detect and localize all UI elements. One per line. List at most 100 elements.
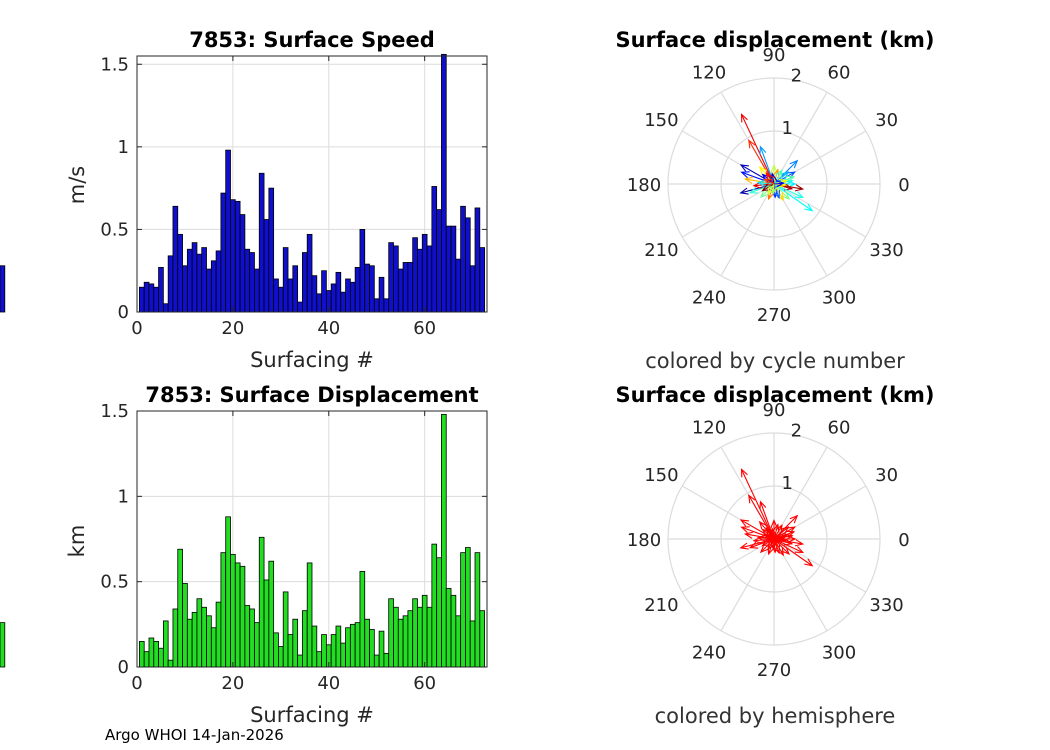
angle-label: 270 [757, 660, 791, 681]
angle-label: 330 [869, 595, 903, 616]
bar [225, 516, 231, 668]
arrow-head [804, 558, 814, 567]
bar [191, 611, 198, 668]
arrow-head [759, 189, 769, 199]
bar [388, 598, 394, 668]
bar [402, 615, 409, 668]
bar [302, 610, 308, 668]
arrow-head [770, 185, 778, 195]
arrow-head [770, 519, 778, 529]
bar [345, 278, 351, 313]
bar [436, 209, 442, 313]
bar [206, 615, 212, 668]
bar [282, 247, 289, 313]
bar [465, 547, 471, 668]
displacement-arrow [765, 527, 775, 540]
angle-label: 60 [828, 417, 851, 438]
bar [138, 286, 145, 313]
bar [321, 270, 327, 313]
arrow-head [781, 191, 790, 200]
radius-label: 1 [781, 118, 792, 139]
x-tick-label: 20 [221, 673, 244, 694]
speed-chart-title: 7853: Surface Speed [189, 28, 435, 52]
arrow-head [785, 530, 796, 538]
polar-plot-cycle: Surface displacement (km) colored by cyc… [615, 28, 934, 373]
bar [249, 608, 255, 668]
arrow-head [759, 145, 767, 155]
bar [239, 565, 246, 668]
bar [201, 247, 207, 313]
angle-label: 180 [627, 530, 661, 551]
displacement-arrow [741, 114, 775, 185]
speed-bar-chart: 7853: Surface Speed Surfacing # m/s 0 20 4… [0, 28, 488, 372]
bar [158, 267, 164, 313]
displacement-arrow [767, 538, 775, 550]
displacement-y-axis-label: km [65, 525, 89, 558]
bar [349, 623, 356, 668]
bar [167, 659, 174, 668]
arrow-head [756, 179, 766, 187]
bar [330, 283, 337, 313]
arrow-head [772, 168, 780, 178]
polar-plot-hemisphere: Surface displacement (km) colored by hem… [615, 383, 934, 728]
bar [172, 608, 179, 668]
displacement-arrow [771, 173, 775, 185]
bar [311, 275, 318, 313]
polar-spoke [681, 183, 775, 238]
bar [153, 286, 159, 313]
bar [455, 258, 462, 313]
arrow-head [758, 520, 768, 530]
bar [345, 627, 351, 668]
bar [234, 562, 241, 668]
displacement-arrow [764, 534, 775, 540]
bar [465, 217, 471, 313]
bar [450, 225, 457, 313]
bar [143, 281, 150, 313]
bar [335, 625, 342, 668]
bar [469, 265, 476, 313]
y-tick-label: 0 [118, 657, 129, 678]
bar [441, 53, 447, 313]
displacement-arrow [773, 524, 779, 540]
bar [407, 610, 414, 668]
bar [273, 632, 279, 668]
radius-label: 2 [791, 66, 802, 87]
axes-box [136, 410, 488, 668]
bar [378, 276, 385, 313]
polar-spoke [773, 91, 828, 185]
angle-label: 0 [898, 175, 909, 196]
polar-spoke [773, 183, 867, 238]
displacement-bar-chart: 7853: Surface Displacement Surfacing # k… [0, 383, 488, 727]
bar [230, 199, 236, 313]
polar-spoke [773, 538, 867, 593]
arrow-head [794, 546, 805, 554]
arrow-head [789, 514, 799, 524]
bar [393, 245, 399, 313]
arrow-head [770, 540, 778, 550]
displacement-arrow [773, 524, 783, 540]
bar [426, 606, 433, 668]
bar [383, 298, 390, 313]
displacement-arrow [762, 183, 775, 192]
x-tick-label: 60 [413, 318, 436, 339]
bar [206, 268, 212, 313]
bar [0, 265, 6, 313]
arrow-head [765, 526, 774, 537]
y-tick-label: 1.5 [100, 54, 129, 75]
bar [191, 242, 198, 313]
arrow-head [772, 523, 780, 533]
arrow-head [763, 533, 773, 541]
bar [479, 610, 486, 668]
polar-cycle-caption: colored by cycle number [645, 349, 905, 373]
angle-label: 270 [757, 305, 791, 326]
bar [186, 618, 193, 668]
arrow-head [740, 526, 750, 534]
arrow-head [761, 183, 771, 192]
bar [460, 552, 466, 668]
bar [292, 265, 299, 313]
bar [306, 233, 313, 313]
bar [354, 622, 361, 668]
bar [177, 548, 183, 668]
bar [182, 582, 188, 668]
